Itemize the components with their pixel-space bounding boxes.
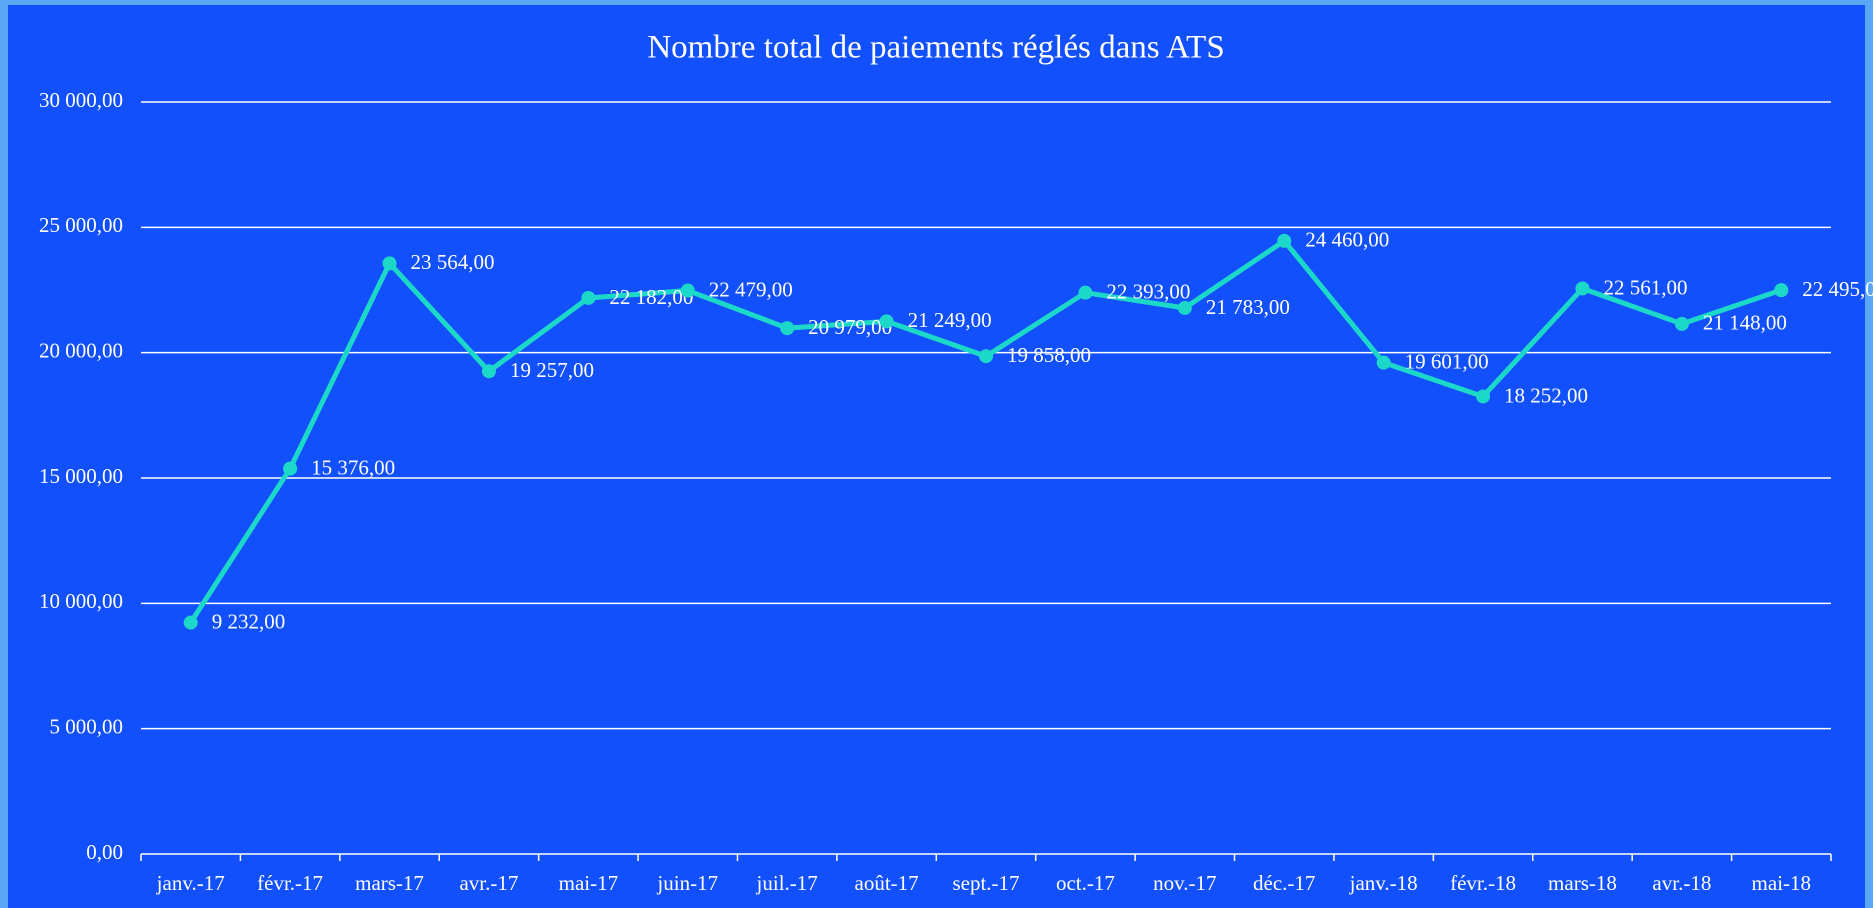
x-tick-label: mars-18 bbox=[1548, 871, 1617, 895]
x-tick-label: févr.-18 bbox=[1450, 871, 1516, 895]
data-point bbox=[879, 314, 894, 329]
y-tick-label: 15 000,00 bbox=[39, 464, 123, 488]
x-tick-label: mai-17 bbox=[559, 871, 618, 895]
data-point bbox=[1575, 281, 1590, 296]
data-point bbox=[1177, 300, 1192, 315]
x-tick-label: nov.-17 bbox=[1153, 871, 1216, 895]
data-point bbox=[481, 364, 496, 379]
data-label: 19 858,00 bbox=[1007, 343, 1091, 367]
y-tick-label: 30 000,00 bbox=[39, 88, 123, 112]
data-label: 21 249,00 bbox=[908, 308, 992, 332]
data-point bbox=[1078, 285, 1093, 300]
x-tick-label: janv.-17 bbox=[156, 871, 225, 895]
data-label: 22 495,00 bbox=[1802, 277, 1873, 301]
x-tick-label: mars-17 bbox=[355, 871, 424, 895]
x-tick-label: avr.-18 bbox=[1652, 871, 1711, 895]
x-tick-label: mai-18 bbox=[1752, 871, 1811, 895]
data-label: 18 252,00 bbox=[1504, 383, 1588, 407]
y-tick-label: 25 000,00 bbox=[39, 213, 123, 237]
y-tick-label: 10 000,00 bbox=[39, 589, 123, 613]
data-label: 21 783,00 bbox=[1206, 295, 1290, 319]
data-point bbox=[1277, 233, 1292, 248]
x-tick-label: févr.-17 bbox=[257, 871, 323, 895]
data-point bbox=[1476, 389, 1491, 404]
x-tick-label: avr.-17 bbox=[459, 871, 518, 895]
data-point bbox=[382, 256, 397, 271]
data-point bbox=[581, 290, 596, 305]
data-label: 22 393,00 bbox=[1106, 279, 1190, 303]
data-label: 19 257,00 bbox=[510, 358, 594, 382]
x-tick-label: juil.-17 bbox=[756, 871, 818, 895]
data-label: 23 564,00 bbox=[411, 250, 495, 274]
x-tick-label: déc.-17 bbox=[1253, 871, 1315, 895]
data-label: 24 460,00 bbox=[1305, 228, 1389, 252]
data-point bbox=[680, 283, 695, 298]
x-tick-label: juin-17 bbox=[656, 871, 718, 895]
data-point bbox=[283, 461, 298, 476]
data-label: 21 148,00 bbox=[1703, 311, 1787, 335]
data-point bbox=[979, 349, 993, 364]
data-label: 15 376,00 bbox=[311, 455, 395, 479]
data-label: 20 979,00 bbox=[808, 315, 892, 339]
data-label: 22 182,00 bbox=[609, 285, 693, 309]
data-label: 9 232,00 bbox=[212, 609, 285, 633]
data-point bbox=[183, 615, 198, 630]
y-tick-label: 5 000,00 bbox=[50, 714, 124, 738]
x-tick-label: août-17 bbox=[855, 871, 919, 895]
x-tick-label: oct.-17 bbox=[1056, 871, 1115, 895]
data-point bbox=[1674, 316, 1689, 331]
data-label: 19 601,00 bbox=[1405, 349, 1489, 373]
y-tick-label: 20 000,00 bbox=[39, 338, 123, 362]
data-point bbox=[1774, 283, 1789, 298]
data-point bbox=[1376, 355, 1391, 370]
chart-title: Nombre total de paiements réglés dans AT… bbox=[647, 30, 1224, 66]
data-point bbox=[780, 321, 795, 336]
data-label: 22 479,00 bbox=[709, 277, 793, 301]
x-tick-label: janv.-18 bbox=[1349, 871, 1418, 895]
plot-background bbox=[8, 5, 1865, 908]
y-tick-label: 0,00 bbox=[86, 840, 123, 864]
data-label: 22 561,00 bbox=[1603, 275, 1687, 299]
x-tick-label: sept.-17 bbox=[952, 871, 1019, 895]
